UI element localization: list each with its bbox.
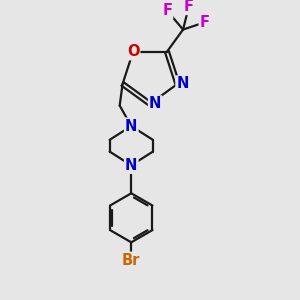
Text: N: N xyxy=(125,118,137,134)
Text: F: F xyxy=(162,3,172,18)
Text: N: N xyxy=(125,158,137,173)
Text: N: N xyxy=(176,76,189,92)
Text: F: F xyxy=(200,15,210,30)
Text: O: O xyxy=(127,44,139,59)
Text: F: F xyxy=(184,0,194,14)
Text: Br: Br xyxy=(122,253,140,268)
Text: N: N xyxy=(149,96,161,111)
